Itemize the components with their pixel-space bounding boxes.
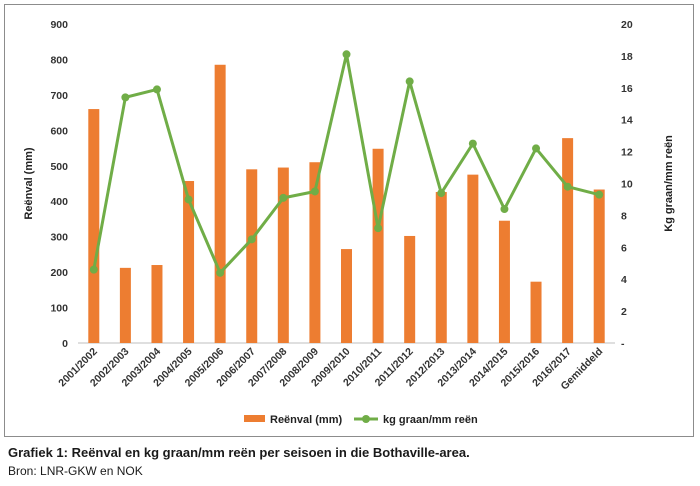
line-point [563, 182, 572, 191]
line-point [342, 50, 351, 59]
legend-marker-grain [362, 415, 370, 423]
bar [246, 169, 258, 343]
line-point [121, 93, 130, 102]
y-axis-right: - 2 4 6 8 10 12 14 16 18 20 [621, 19, 633, 350]
line-point [247, 235, 256, 244]
line-point [405, 77, 414, 86]
line-point [216, 268, 225, 277]
y-right-tick-label: 20 [621, 19, 633, 31]
bar [119, 267, 131, 343]
figure-source: Bron: LNR-GKW en NOK [8, 464, 143, 478]
y-right-tick-label: 6 [621, 242, 627, 254]
bar [593, 189, 605, 343]
y-left-tick-label: 300 [50, 232, 68, 244]
bar [435, 192, 447, 343]
y-left-tick-label: 800 [50, 54, 68, 66]
bar [372, 148, 384, 343]
y-left-tick-label: 200 [50, 267, 68, 279]
bar [530, 281, 542, 343]
legend-label-grain: kg graan/mm reën [383, 414, 478, 426]
line-point [468, 139, 477, 148]
chart: 0 100 200 300 400 500 600 700 800 900 - 2 4 6 8 10 12 14… [23, 19, 675, 426]
y-right-tick-label: 10 [621, 179, 633, 191]
chart-frame: 0 100 200 300 400 500 600 700 800 900 - 2 4 6 8 10 12 14… [4, 4, 694, 437]
bar-series [88, 64, 605, 343]
line-point [437, 189, 446, 198]
y-axis-left: 0 100 200 300 400 500 600 700 800 900 [50, 19, 68, 350]
y-left-tick-label: 900 [50, 19, 68, 31]
series-line [92, 52, 600, 275]
line-point [374, 224, 383, 233]
bar [467, 174, 479, 343]
y-right-tick-label: 16 [621, 83, 633, 95]
bar [498, 220, 510, 343]
line-point [500, 205, 509, 214]
legend: Reënval (mm) kg graan/mm reën [244, 414, 478, 426]
y-right-tick-label: 4 [621, 274, 627, 286]
line-point [89, 265, 98, 274]
legend-swatch-rainfall [244, 415, 265, 422]
line-point [310, 187, 319, 196]
y-right-tick-label: 8 [621, 210, 627, 222]
y-right-tick-label: - [621, 338, 625, 350]
bar [404, 235, 416, 343]
bar [214, 64, 226, 343]
bar [183, 181, 195, 343]
y-right-tick-label: 18 [621, 51, 633, 63]
x-axis: 2001/20022002/20032003/20042004/20052005… [56, 346, 605, 393]
y-left-tick-label: 500 [50, 161, 68, 173]
bar [151, 265, 163, 343]
line-point [279, 193, 288, 202]
y-left-tick-label: 0 [62, 338, 68, 350]
line-point [532, 144, 541, 153]
line-point [595, 190, 604, 199]
y-axis-left-title: Reënval (mm) [23, 147, 35, 219]
bar [309, 162, 321, 343]
line-point [184, 195, 193, 204]
bar [88, 109, 100, 343]
y-left-tick-label: 700 [50, 90, 68, 102]
y-left-tick-label: 100 [50, 303, 68, 315]
y-right-tick-label: 14 [621, 115, 633, 127]
y-right-tick-label: 2 [621, 306, 627, 318]
line-point [152, 85, 161, 94]
line-series [89, 50, 604, 277]
y-axis-right-title: Kg graan/mm reën [663, 135, 675, 232]
y-left-tick-label: 600 [50, 125, 68, 137]
legend-label-rainfall: Reënval (mm) [270, 414, 342, 426]
figure-caption: Grafiek 1: Reënval en kg graan/mm reën p… [8, 445, 470, 460]
y-left-tick-label: 400 [50, 196, 68, 208]
bar [341, 249, 352, 343]
y-right-tick-label: 12 [621, 147, 633, 159]
bar [277, 167, 289, 343]
bar [562, 138, 574, 343]
